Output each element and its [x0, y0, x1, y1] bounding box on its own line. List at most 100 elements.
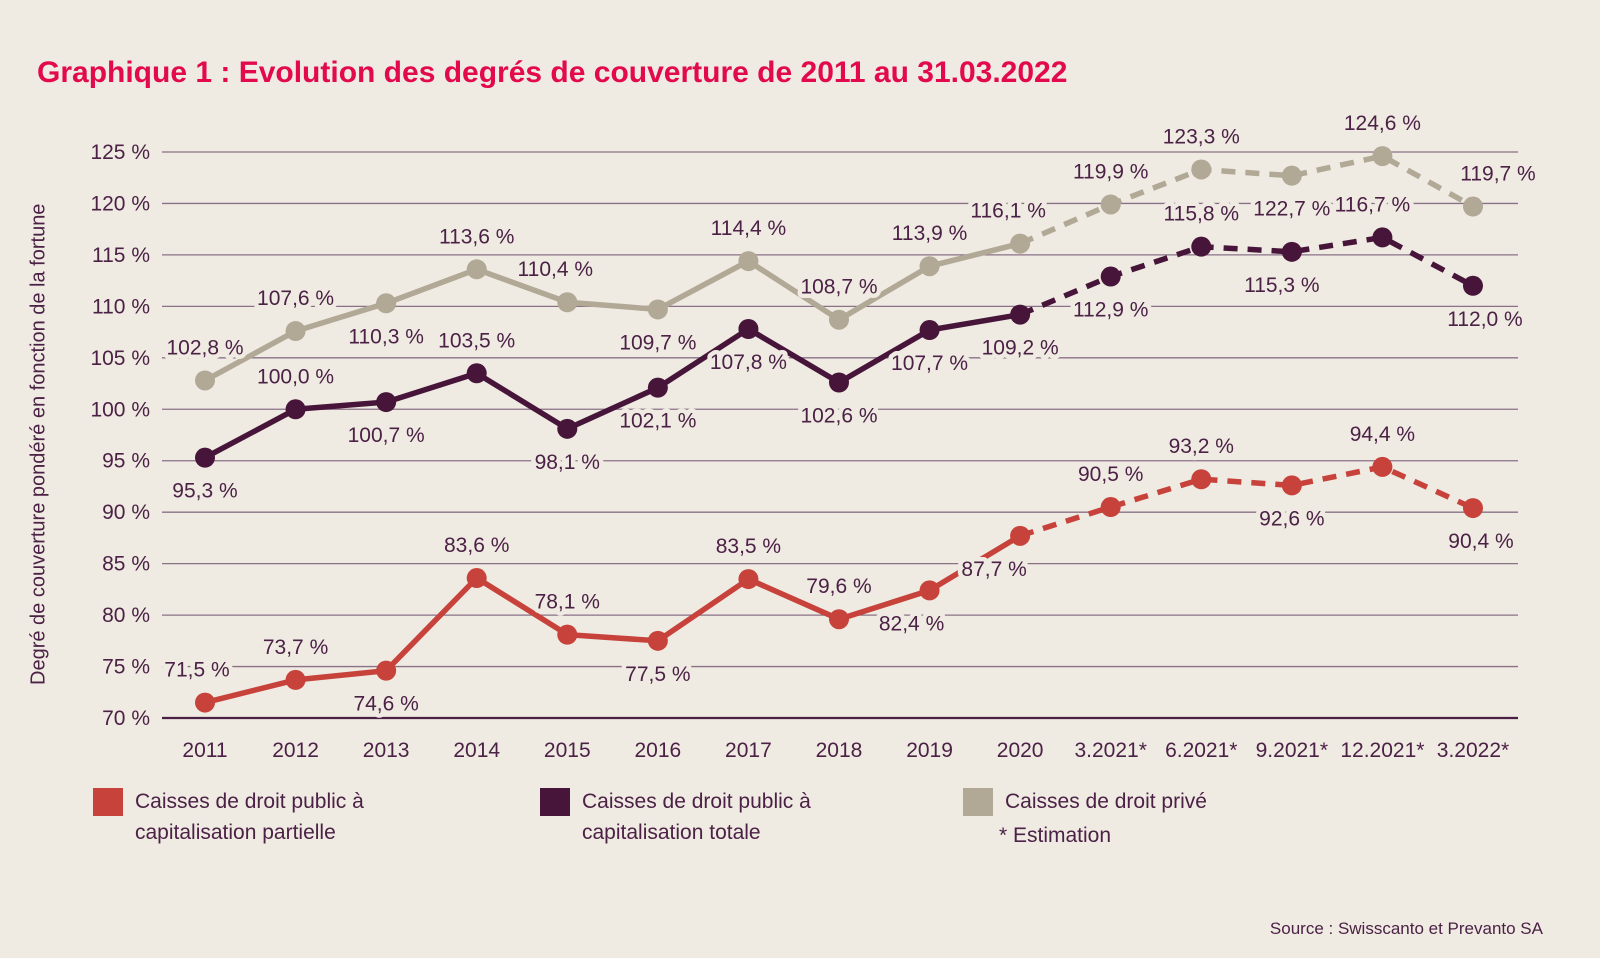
x-tick-label: 2015	[544, 739, 591, 762]
legend-swatch-totale	[540, 788, 570, 816]
data-point	[1281, 241, 1302, 262]
series-line-estimated-dashed	[1019, 153, 1475, 247]
data-label: 87,7 %	[961, 558, 1026, 581]
data-point	[738, 319, 759, 340]
y-tick-label: 115 %	[92, 244, 150, 267]
legend-item-prive: Caisses de droit privé	[963, 786, 1207, 817]
data-label: 78,1 %	[535, 591, 600, 614]
data-label: 73,7 %	[263, 636, 328, 659]
data-label: 110,4 %	[518, 258, 594, 281]
data-label: 82,4 %	[879, 612, 944, 635]
y-tick-label: 100 %	[90, 398, 150, 421]
x-tick-label: 2020	[997, 739, 1044, 762]
series-line-estimated-dashed	[1019, 234, 1475, 318]
data-label: 113,9 %	[892, 222, 968, 245]
data-label: 124,6 %	[1344, 112, 1421, 135]
data-label: 93,2 %	[1169, 435, 1234, 458]
data-point	[828, 609, 849, 630]
legend-item-totale: Caisses de droit public à capitalisation…	[540, 786, 811, 848]
data-point	[376, 392, 397, 413]
data-label: 112,9 %	[1073, 299, 1149, 322]
data-point	[1191, 469, 1212, 490]
data-point	[738, 569, 759, 590]
data-point	[1010, 304, 1031, 325]
data-label: 83,6 %	[444, 534, 509, 557]
data-label: 112,0 %	[1447, 308, 1523, 331]
x-tick-label: 2011	[182, 739, 227, 762]
data-point	[647, 630, 668, 651]
y-tick-label: 105 %	[90, 347, 150, 370]
data-point	[828, 372, 849, 393]
data-point	[1010, 525, 1031, 546]
data-point	[466, 568, 487, 589]
data-label: 102,6 %	[800, 405, 877, 428]
data-point	[647, 377, 668, 398]
data-label: 109,7 %	[619, 331, 696, 354]
legend-label-partielle: Caisses de droit public à capitalisation…	[135, 786, 364, 848]
legend-swatch-prive	[963, 788, 993, 816]
data-point	[466, 259, 487, 280]
data-point	[1462, 196, 1483, 217]
data-point	[1191, 236, 1212, 257]
y-tick-label: 70 %	[102, 707, 150, 730]
y-tick-label: 125 %	[90, 141, 150, 164]
data-label: 90,5 %	[1078, 463, 1143, 486]
data-point	[1281, 475, 1302, 496]
data-point	[285, 399, 306, 420]
x-tick-label: 2019	[906, 739, 953, 762]
series-line-solid	[203, 311, 1021, 461]
x-tick-label: 2017	[725, 739, 772, 762]
x-tick-label: 3.2021*	[1074, 739, 1146, 762]
data-label: 98,1 %	[535, 451, 600, 474]
data-point	[1010, 233, 1031, 254]
data-label: 90,4 %	[1448, 530, 1513, 553]
data-point	[1372, 146, 1393, 167]
data-point	[466, 363, 487, 384]
data-label: 119,7 %	[1460, 163, 1536, 186]
data-label: 79,6 %	[806, 575, 871, 598]
data-point	[1372, 456, 1393, 477]
data-label: 100,0 %	[257, 365, 334, 388]
data-point	[919, 580, 940, 601]
data-label: 116,1 %	[970, 200, 1046, 223]
data-point	[1100, 194, 1121, 215]
x-tick-label: 2013	[363, 739, 410, 762]
legend-label-line1: Caisses de droit public à	[582, 790, 811, 813]
data-label: 71,5 %	[164, 659, 229, 682]
data-label: 94,4 %	[1350, 423, 1415, 446]
legend-label-totale: Caisses de droit public à capitalisation…	[582, 786, 811, 848]
data-label: 83,5 %	[716, 535, 781, 558]
y-tick-label: 80 %	[102, 604, 150, 627]
data-point	[1191, 159, 1212, 180]
legend-label-line1: Caisses de droit public à	[135, 790, 364, 813]
legend-label-prive: Caisses de droit privé	[1005, 786, 1207, 817]
data-label: 107,8 %	[710, 351, 787, 374]
x-tick-label: 6.2021*	[1165, 739, 1237, 762]
data-point	[1100, 497, 1121, 518]
data-point	[376, 293, 397, 314]
x-tick-label: 9.2021*	[1256, 739, 1328, 762]
y-tick-label: 75 %	[102, 656, 150, 679]
data-point	[919, 256, 940, 277]
data-label: 116,7 %	[1335, 193, 1411, 216]
x-tick-label: 3.2022*	[1437, 739, 1509, 762]
y-tick-label: 85 %	[102, 553, 150, 576]
data-point	[195, 370, 215, 391]
x-tick-label: 2016	[634, 739, 681, 762]
data-label: 74,6 %	[353, 693, 418, 716]
data-label: 109,2 %	[982, 337, 1059, 360]
legend-swatch-partielle	[93, 788, 123, 816]
data-point	[1281, 165, 1302, 186]
data-label: 108,7 %	[800, 276, 877, 299]
data-point	[1462, 498, 1483, 519]
data-label: 122,7 %	[1253, 198, 1330, 221]
data-point	[557, 292, 578, 313]
data-label: 114,4 %	[711, 217, 787, 240]
data-point	[285, 321, 306, 342]
y-tick-label: 110 %	[92, 295, 150, 318]
estimation-footnote: * Estimation	[999, 824, 1112, 847]
legend-label-line2: capitalisation partielle	[135, 821, 336, 844]
data-point	[828, 309, 849, 330]
